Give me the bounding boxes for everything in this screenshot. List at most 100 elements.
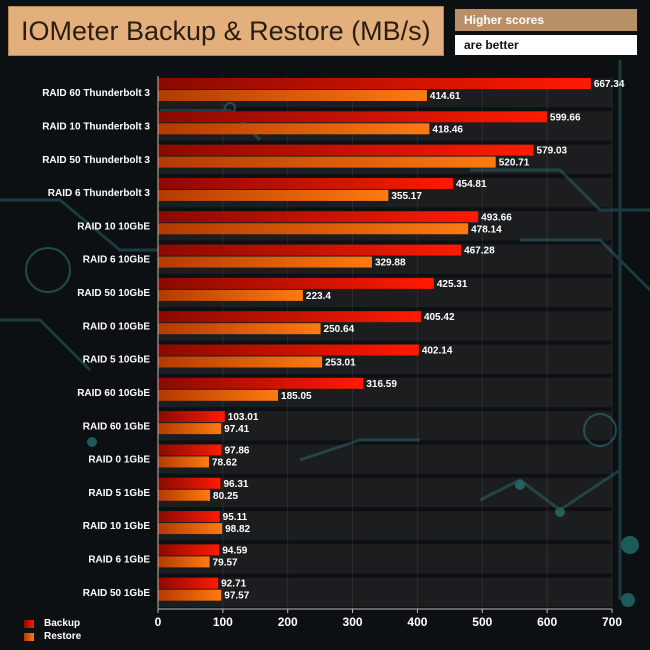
backup-value-label: 405.42 bbox=[424, 312, 455, 323]
category-label: RAID 60 Thunderbolt 3 bbox=[42, 88, 150, 99]
backup-bar bbox=[158, 477, 221, 489]
x-tick-label: 600 bbox=[537, 615, 557, 629]
backup-value-label: 454.81 bbox=[456, 179, 487, 190]
backup-value-label: 425.31 bbox=[437, 279, 468, 290]
restore-bar bbox=[158, 90, 427, 101]
restore-value-label: 80.25 bbox=[213, 491, 238, 502]
x-tick-label: 200 bbox=[278, 615, 298, 629]
category-label: RAID 6 1GbE bbox=[88, 555, 150, 566]
category-label: RAID 6 Thunderbolt 3 bbox=[48, 188, 151, 199]
restore-bar bbox=[158, 223, 469, 235]
row-band bbox=[158, 577, 612, 607]
restore-value-label: 98.82 bbox=[225, 524, 250, 535]
category-label: RAID 6 10GbE bbox=[83, 255, 151, 266]
x-tick-label: 500 bbox=[472, 615, 492, 629]
backup-value-label: 97.86 bbox=[224, 445, 249, 456]
category-label: RAID 10 10GbE bbox=[77, 221, 150, 232]
restore-bar bbox=[158, 256, 372, 268]
restore-value-label: 97.41 bbox=[224, 424, 249, 435]
restore-bar bbox=[158, 289, 303, 301]
restore-value-label: 355.17 bbox=[391, 191, 422, 202]
backup-value-label: 96.31 bbox=[223, 479, 248, 490]
row-band bbox=[158, 411, 612, 441]
legend-item-backup: Backup bbox=[24, 617, 81, 630]
backup-bar bbox=[158, 244, 462, 256]
legend: Backup Restore bbox=[24, 617, 81, 643]
backup-bar bbox=[158, 144, 534, 156]
row-band bbox=[158, 511, 612, 541]
restore-swatch bbox=[24, 632, 34, 641]
restore-value-label: 520.71 bbox=[499, 158, 530, 169]
category-label: RAID 50 1GbE bbox=[83, 588, 151, 599]
restore-value-label: 329.88 bbox=[375, 258, 406, 269]
backup-bar bbox=[158, 344, 419, 356]
title-box: IOMeter Backup & Restore (MB/s) bbox=[8, 6, 444, 56]
backup-bar bbox=[158, 277, 434, 289]
restore-value-label: 414.61 bbox=[430, 91, 461, 102]
restore-value-label: 478.14 bbox=[471, 224, 502, 235]
category-label: RAID 50 10GbE bbox=[77, 288, 150, 299]
backup-value-label: 92.71 bbox=[221, 579, 246, 590]
x-tick-label: 700 bbox=[602, 615, 622, 629]
restore-bar bbox=[158, 423, 222, 435]
backup-bar bbox=[158, 111, 547, 123]
restore-value-label: 78.62 bbox=[212, 457, 237, 468]
backup-value-label: 402.14 bbox=[422, 346, 453, 357]
backup-bar bbox=[158, 78, 591, 89]
restore-bar bbox=[158, 456, 209, 468]
restore-value-label: 223.4 bbox=[306, 291, 331, 302]
restore-bar bbox=[158, 589, 222, 601]
backup-value-label: 667.34 bbox=[594, 79, 625, 90]
restore-value-label: 185.05 bbox=[281, 391, 312, 402]
restore-value-label: 250.64 bbox=[324, 324, 355, 335]
backup-value-label: 493.66 bbox=[481, 212, 512, 223]
category-label: RAID 0 1GbE bbox=[88, 455, 150, 466]
backup-value-label: 316.59 bbox=[366, 379, 397, 390]
backup-bar bbox=[158, 444, 222, 456]
x-tick-label: 400 bbox=[407, 615, 427, 629]
are-better-note: are better bbox=[455, 35, 637, 55]
backup-value-label: 467.28 bbox=[464, 246, 495, 257]
backup-bar bbox=[158, 377, 364, 389]
backup-bar bbox=[158, 211, 479, 223]
row-band bbox=[158, 444, 612, 474]
chart-title: IOMeter Backup & Restore (MB/s) bbox=[21, 16, 431, 46]
row-band bbox=[158, 544, 612, 574]
restore-bar bbox=[158, 523, 223, 535]
restore-bar bbox=[158, 389, 279, 401]
higher-scores-note: Higher scores bbox=[455, 9, 637, 31]
restore-bar bbox=[158, 556, 210, 568]
restore-bar bbox=[158, 156, 496, 168]
backup-value-label: 599.66 bbox=[550, 112, 581, 123]
x-tick-label: 0 bbox=[155, 615, 162, 629]
category-label: RAID 50 Thunderbolt 3 bbox=[42, 155, 150, 166]
legend-label-backup: Backup bbox=[44, 618, 81, 629]
backup-bar bbox=[158, 177, 453, 189]
category-label: RAID 10 1GbE bbox=[83, 521, 151, 532]
backup-value-label: 579.03 bbox=[537, 146, 568, 157]
restore-value-label: 97.57 bbox=[224, 591, 249, 602]
restore-bar bbox=[158, 189, 389, 201]
restore-value-label: 79.57 bbox=[213, 557, 238, 568]
category-label: RAID 0 10GbE bbox=[83, 321, 151, 332]
restore-bar bbox=[158, 356, 323, 368]
category-label: RAID 5 1GbE bbox=[88, 488, 150, 499]
backup-value-label: 95.11 bbox=[223, 512, 248, 523]
restore-value-label: 418.46 bbox=[432, 124, 463, 135]
legend-label-restore: Restore bbox=[44, 631, 82, 642]
backup-swatch bbox=[24, 619, 34, 628]
backup-bar bbox=[158, 311, 421, 323]
restore-value-label: 253.01 bbox=[325, 358, 356, 369]
backup-bar bbox=[158, 511, 220, 523]
x-tick-label: 300 bbox=[343, 615, 363, 629]
category-label: RAID 5 10GbE bbox=[83, 355, 151, 366]
backup-value-label: 103.01 bbox=[228, 412, 259, 423]
backup-bar bbox=[158, 411, 225, 423]
restore-bar bbox=[158, 323, 321, 335]
row-band bbox=[158, 477, 612, 508]
category-label: RAID 60 1GbE bbox=[83, 421, 151, 432]
backup-bar bbox=[158, 577, 219, 589]
restore-bar bbox=[158, 123, 430, 135]
